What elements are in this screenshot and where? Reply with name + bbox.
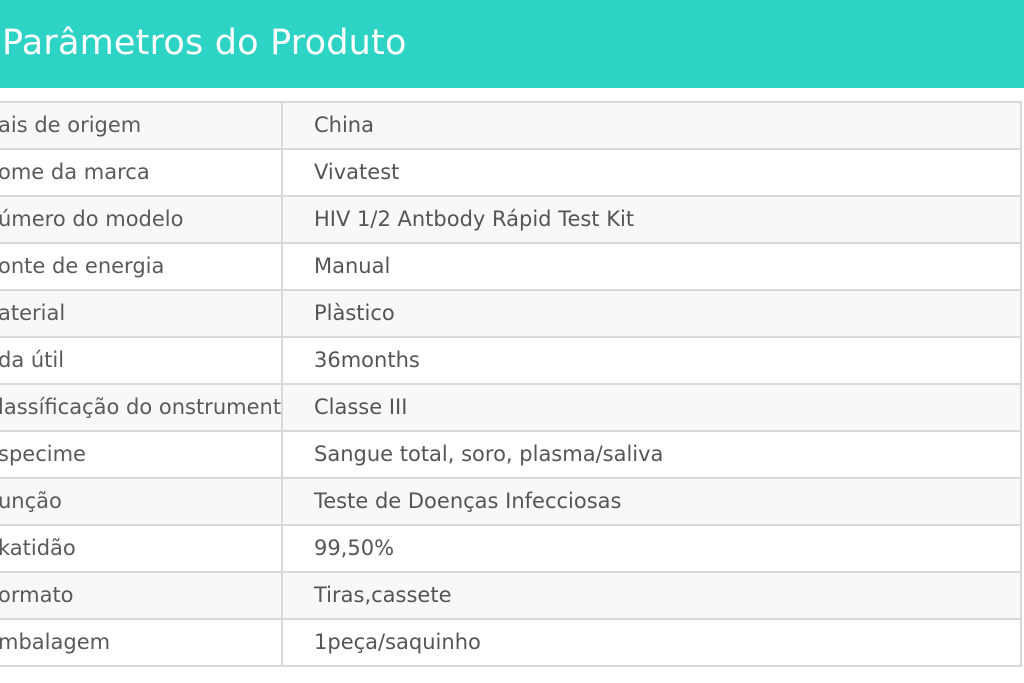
parameter-label: katidão (0, 526, 283, 571)
parameter-label: specime (0, 432, 283, 477)
parameter-label: lassíficação do onstrumento (0, 385, 283, 430)
parameter-value: 1peça/saquinho (314, 630, 481, 654)
parameter-label: aterial (0, 291, 283, 336)
table-row: aterial Plàstico (0, 291, 1020, 338)
table-row: onte de energia Manual (0, 244, 1020, 291)
parameter-label: da útil (0, 338, 283, 383)
parameter-value: 99,50% (314, 536, 395, 560)
parameter-label: ome da marca (0, 150, 283, 195)
table-row: ormato Tiras,cassete (0, 573, 1020, 620)
product-parameters-table: ais de origem China ome da marca Vivatest úm… (0, 101, 1022, 667)
table-row: specime Sangue total, soro, plasma/saliva (0, 432, 1020, 479)
parameter-label: úmero do modelo (0, 197, 283, 242)
table-row: katidão 99,50% (0, 526, 1020, 573)
parameter-value: Manual (314, 254, 391, 278)
parameter-value: Sangue total, soro, plasma/saliva (314, 442, 664, 466)
parameter-value: HIV 1/2 Antbody Rápid Test Kit (314, 207, 635, 231)
table-row: unção Teste de Doenças Infecciosas (0, 479, 1020, 526)
parameter-value: Teste de Doenças Infecciosas (314, 489, 622, 513)
parameter-value: Vivatest (314, 160, 400, 184)
parameter-value: Classe III (314, 395, 408, 419)
parameter-value: Plàstico (314, 301, 395, 325)
parameter-label: mbalagem (0, 620, 283, 665)
table-row: ome da marca Vivatest (0, 150, 1020, 197)
table-row: mbalagem 1peça/saquinho (0, 620, 1020, 667)
parameter-label: onte de energia (0, 244, 283, 289)
parameter-value: 36months (314, 348, 420, 372)
table-row: ais de origem China (0, 103, 1020, 150)
table-row: úmero do modelo HIV 1/2 Antbody Rápid Tes… (0, 197, 1020, 244)
parameter-value: China (314, 113, 374, 137)
parameter-label: ormato (0, 573, 283, 618)
parameter-value: Tiras,cassete (314, 583, 452, 607)
parameter-label: ais de origem (0, 103, 283, 148)
page-title: Parâmetros do Produto (2, 23, 407, 63)
parameter-label: unção (0, 479, 283, 524)
header-banner: Parâmetros do Produto (0, 0, 1024, 88)
table-row: da útil 36months (0, 338, 1020, 385)
table-row: lassíficação do onstrumento Classe III (0, 385, 1020, 432)
